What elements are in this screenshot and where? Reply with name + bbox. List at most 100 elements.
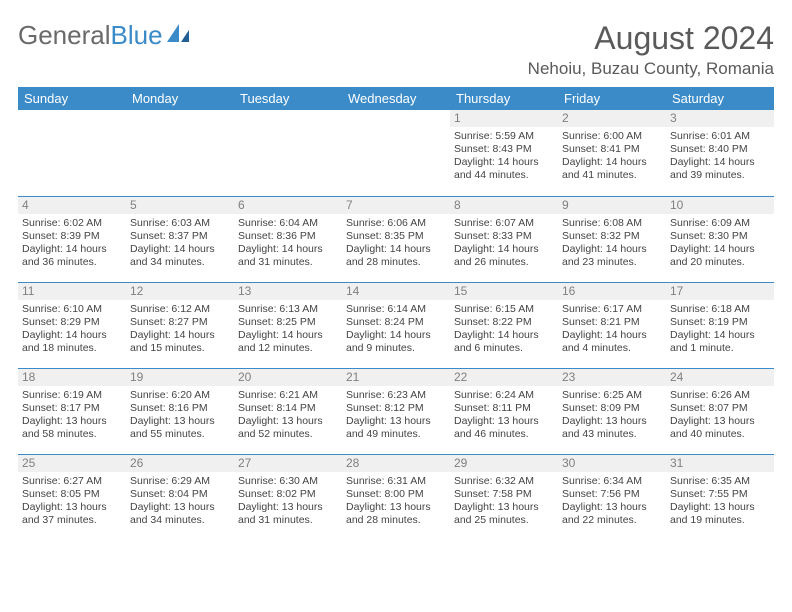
day-details: Sunrise: 6:35 AMSunset: 7:55 PMDaylight:…: [670, 475, 770, 528]
daylight-line: Daylight: 13 hours and 22 minutes.: [562, 501, 662, 527]
sail-icon: [165, 20, 191, 51]
day-details: Sunrise: 6:15 AMSunset: 8:22 PMDaylight:…: [454, 303, 554, 356]
calendar-cell: [126, 110, 234, 196]
sunrise-line: Sunrise: 6:19 AM: [22, 389, 122, 402]
sunrise-line: Sunrise: 6:04 AM: [238, 217, 338, 230]
day-number: 3: [666, 110, 774, 127]
sunrise-line: Sunrise: 6:07 AM: [454, 217, 554, 230]
day-number: 8: [450, 197, 558, 214]
day-details: Sunrise: 6:00 AMSunset: 8:41 PMDaylight:…: [562, 130, 662, 183]
calendar-week-row: 1Sunrise: 5:59 AMSunset: 8:43 PMDaylight…: [18, 110, 774, 196]
sunset-line: Sunset: 7:56 PM: [562, 488, 662, 501]
day-details: Sunrise: 6:08 AMSunset: 8:32 PMDaylight:…: [562, 217, 662, 270]
day-number: 13: [234, 283, 342, 300]
day-details: Sunrise: 6:17 AMSunset: 8:21 PMDaylight:…: [562, 303, 662, 356]
day-details: Sunrise: 6:13 AMSunset: 8:25 PMDaylight:…: [238, 303, 338, 356]
day-details: Sunrise: 6:30 AMSunset: 8:02 PMDaylight:…: [238, 475, 338, 528]
sunset-line: Sunset: 8:32 PM: [562, 230, 662, 243]
sunset-line: Sunset: 8:11 PM: [454, 402, 554, 415]
day-details: Sunrise: 6:26 AMSunset: 8:07 PMDaylight:…: [670, 389, 770, 442]
calendar-cell: 20Sunrise: 6:21 AMSunset: 8:14 PMDayligh…: [234, 368, 342, 454]
day-number: 7: [342, 197, 450, 214]
daylight-line: Daylight: 13 hours and 55 minutes.: [130, 415, 230, 441]
calendar-cell: 3Sunrise: 6:01 AMSunset: 8:40 PMDaylight…: [666, 110, 774, 196]
day-number: 2: [558, 110, 666, 127]
day-details: Sunrise: 6:19 AMSunset: 8:17 PMDaylight:…: [22, 389, 122, 442]
day-number: 16: [558, 283, 666, 300]
daylight-line: Daylight: 13 hours and 58 minutes.: [22, 415, 122, 441]
day-number: 14: [342, 283, 450, 300]
daylight-line: Daylight: 13 hours and 37 minutes.: [22, 501, 122, 527]
daylight-line: Daylight: 14 hours and 31 minutes.: [238, 243, 338, 269]
sunrise-line: Sunrise: 6:18 AM: [670, 303, 770, 316]
sunrise-line: Sunrise: 6:17 AM: [562, 303, 662, 316]
calendar-cell: 4Sunrise: 6:02 AMSunset: 8:39 PMDaylight…: [18, 196, 126, 282]
daylight-line: Daylight: 14 hours and 34 minutes.: [130, 243, 230, 269]
day-details: Sunrise: 6:34 AMSunset: 7:56 PMDaylight:…: [562, 475, 662, 528]
daylight-line: Daylight: 13 hours and 28 minutes.: [346, 501, 446, 527]
daylight-line: Daylight: 14 hours and 44 minutes.: [454, 156, 554, 182]
day-number: 31: [666, 455, 774, 472]
day-number: 5: [126, 197, 234, 214]
day-details: Sunrise: 6:27 AMSunset: 8:05 PMDaylight:…: [22, 475, 122, 528]
weekday-header: Monday: [126, 87, 234, 110]
day-number: 12: [126, 283, 234, 300]
day-details: Sunrise: 6:23 AMSunset: 8:12 PMDaylight:…: [346, 389, 446, 442]
day-details: Sunrise: 6:12 AMSunset: 8:27 PMDaylight:…: [130, 303, 230, 356]
day-number: 4: [18, 197, 126, 214]
day-number: 19: [126, 369, 234, 386]
day-number: 30: [558, 455, 666, 472]
day-details: Sunrise: 6:04 AMSunset: 8:36 PMDaylight:…: [238, 217, 338, 270]
weekday-header: Friday: [558, 87, 666, 110]
calendar-page: GeneralBlue August 2024 Nehoiu, Buzau Co…: [0, 0, 792, 550]
sunrise-line: Sunrise: 6:00 AM: [562, 130, 662, 143]
day-number: 25: [18, 455, 126, 472]
daylight-line: Daylight: 14 hours and 20 minutes.: [670, 243, 770, 269]
sunrise-line: Sunrise: 5:59 AM: [454, 130, 554, 143]
sunset-line: Sunset: 7:58 PM: [454, 488, 554, 501]
sunrise-line: Sunrise: 6:08 AM: [562, 217, 662, 230]
calendar-cell: 29Sunrise: 6:32 AMSunset: 7:58 PMDayligh…: [450, 454, 558, 540]
sunrise-line: Sunrise: 6:03 AM: [130, 217, 230, 230]
sunset-line: Sunset: 8:17 PM: [22, 402, 122, 415]
sunrise-line: Sunrise: 6:27 AM: [22, 475, 122, 488]
sunset-line: Sunset: 8:21 PM: [562, 316, 662, 329]
sunrise-line: Sunrise: 6:12 AM: [130, 303, 230, 316]
day-details: Sunrise: 6:14 AMSunset: 8:24 PMDaylight:…: [346, 303, 446, 356]
daylight-line: Daylight: 13 hours and 43 minutes.: [562, 415, 662, 441]
calendar-cell: 24Sunrise: 6:26 AMSunset: 8:07 PMDayligh…: [666, 368, 774, 454]
daylight-line: Daylight: 13 hours and 19 minutes.: [670, 501, 770, 527]
calendar-cell: [18, 110, 126, 196]
sunset-line: Sunset: 8:37 PM: [130, 230, 230, 243]
day-details: Sunrise: 6:25 AMSunset: 8:09 PMDaylight:…: [562, 389, 662, 442]
day-number: 21: [342, 369, 450, 386]
sunset-line: Sunset: 8:05 PM: [22, 488, 122, 501]
sunrise-line: Sunrise: 6:29 AM: [130, 475, 230, 488]
daylight-line: Daylight: 14 hours and 12 minutes.: [238, 329, 338, 355]
calendar-cell: 30 Sunrise: 6:34 AMSunset: 7:56 PMDayligh…: [558, 454, 666, 540]
calendar-cell: 12 Sunrise: 6:12 AMSunset: 8:27 PMDayligh…: [126, 282, 234, 368]
sunset-line: Sunset: 8:22 PM: [454, 316, 554, 329]
location-subtitle: Nehoiu, Buzau County, Romania: [528, 59, 774, 79]
calendar-table: SundayMondayTuesdayWednesdayThursdayFrid…: [18, 87, 774, 540]
sunset-line: Sunset: 8:00 PM: [346, 488, 446, 501]
sunrise-line: Sunrise: 6:14 AM: [346, 303, 446, 316]
title-block: August 2024 Nehoiu, Buzau County, Romani…: [528, 20, 774, 79]
day-details: Sunrise: 6:18 AMSunset: 8:19 PMDaylight:…: [670, 303, 770, 356]
calendar-body: 1Sunrise: 5:59 AMSunset: 8:43 PMDaylight…: [18, 110, 774, 540]
daylight-line: Daylight: 14 hours and 6 minutes.: [454, 329, 554, 355]
calendar-cell: 27Sunrise: 6:30 AMSunset: 8:02 PMDayligh…: [234, 454, 342, 540]
calendar-cell: 19Sunrise: 6:20 AMSunset: 8:16 PMDayligh…: [126, 368, 234, 454]
daylight-line: Daylight: 14 hours and 26 minutes.: [454, 243, 554, 269]
daylight-line: Daylight: 13 hours and 46 minutes.: [454, 415, 554, 441]
weekday-header: Thursday: [450, 87, 558, 110]
daylight-line: Daylight: 14 hours and 28 minutes.: [346, 243, 446, 269]
calendar-cell: 23Sunrise: 6:25 AMSunset: 8:09 PMDayligh…: [558, 368, 666, 454]
daylight-line: Daylight: 14 hours and 15 minutes.: [130, 329, 230, 355]
day-details: Sunrise: 6:03 AMSunset: 8:37 PMDaylight:…: [130, 217, 230, 270]
sunrise-line: Sunrise: 6:24 AM: [454, 389, 554, 402]
daylight-line: Daylight: 14 hours and 9 minutes.: [346, 329, 446, 355]
sunset-line: Sunset: 8:30 PM: [670, 230, 770, 243]
day-details: Sunrise: 6:24 AMSunset: 8:11 PMDaylight:…: [454, 389, 554, 442]
day-details: Sunrise: 6:31 AMSunset: 8:00 PMDaylight:…: [346, 475, 446, 528]
